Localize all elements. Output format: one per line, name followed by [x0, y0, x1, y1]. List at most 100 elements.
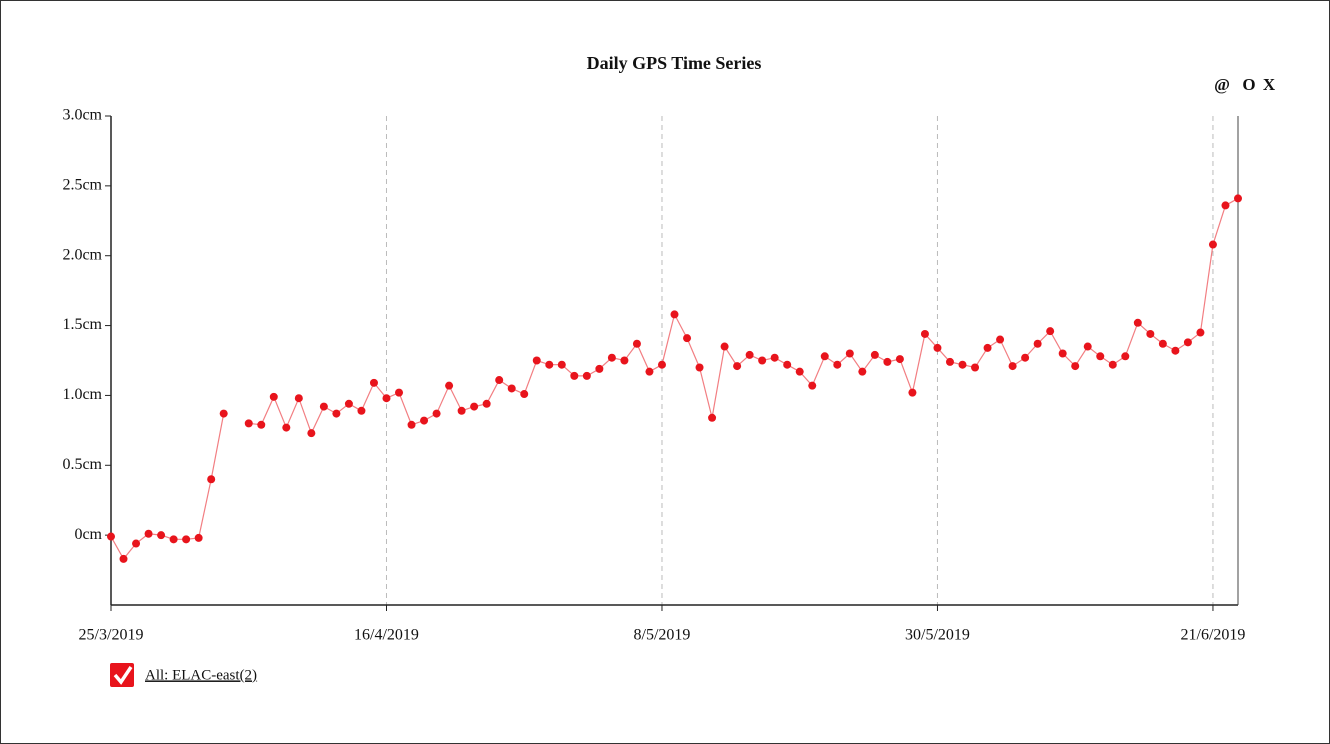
data-point: [758, 356, 767, 365]
x-tick-label: 8/5/2019: [634, 627, 691, 644]
data-point: [294, 394, 303, 403]
data-point: [570, 371, 579, 380]
data-point: [958, 360, 967, 369]
data-point: [808, 381, 817, 390]
data-point: [182, 535, 191, 544]
data-point: [1171, 346, 1180, 355]
data-point: [670, 310, 679, 319]
data-point: [783, 360, 792, 369]
data-point: [708, 413, 717, 422]
data-point: [332, 409, 341, 418]
data-point: [219, 409, 228, 418]
series-line: [110, 413, 225, 560]
data-point: [269, 392, 278, 401]
data-point: [132, 539, 141, 548]
data-point: [883, 357, 892, 366]
data-point: [319, 402, 328, 411]
data-point: [895, 355, 904, 364]
data-point: [207, 475, 216, 484]
data-point: [445, 381, 454, 390]
data-point: [720, 342, 729, 351]
data-point: [1108, 360, 1117, 369]
data-point: [307, 429, 316, 438]
data-point: [582, 371, 591, 380]
data-point: [908, 388, 917, 397]
data-point: [971, 363, 980, 372]
data-point: [1183, 338, 1192, 347]
data-point: [1058, 349, 1067, 358]
data-point: [282, 423, 291, 432]
y-tick-label: 2.5cm: [62, 177, 102, 194]
data-point: [1046, 327, 1055, 336]
data-point: [607, 353, 616, 362]
legend-item[interactable]: All: ELAC-east(2): [110, 663, 257, 687]
data-point: [620, 356, 629, 365]
data-point: [1208, 240, 1217, 249]
data-point: [1121, 352, 1130, 361]
data-point: [996, 335, 1005, 344]
data-point: [632, 339, 641, 348]
data-point: [945, 357, 954, 366]
data-point: [645, 367, 654, 376]
data-point: [507, 384, 516, 393]
data-point: [420, 416, 429, 425]
data-point: [845, 349, 854, 358]
data-point: [858, 367, 867, 376]
data-point: [194, 533, 203, 542]
data-point: [1071, 362, 1080, 371]
data-point: [169, 535, 178, 544]
data-point: [1008, 362, 1017, 371]
data-point: [432, 409, 441, 418]
data-point: [382, 394, 391, 403]
data-point: [1083, 342, 1092, 351]
data-point: [157, 531, 166, 540]
data-point: [820, 352, 829, 361]
data-point: [1096, 352, 1105, 361]
toolbar-icon[interactable]: X: [1263, 75, 1276, 94]
toolbar-icon[interactable]: O: [1242, 75, 1255, 94]
data-point: [532, 356, 541, 365]
data-point: [395, 388, 404, 397]
chart-title: Daily GPS Time Series: [587, 53, 762, 73]
data-point: [695, 363, 704, 372]
x-tick-label: 21/6/2019: [1181, 627, 1246, 644]
data-point: [733, 362, 742, 371]
data-point: [920, 329, 929, 338]
data-point: [244, 419, 253, 428]
data-point: [257, 420, 266, 429]
data-point: [495, 376, 504, 385]
y-tick-label: 0.5cm: [62, 456, 102, 473]
data-point: [683, 334, 692, 343]
data-point: [1196, 328, 1205, 337]
data-point: [520, 390, 529, 399]
data-point: [357, 406, 366, 415]
data-point: [1146, 329, 1155, 338]
x-tick-label: 30/5/2019: [905, 627, 970, 644]
y-tick-label: 0cm: [74, 526, 102, 543]
legend-check: [113, 666, 133, 685]
data-point: [595, 364, 604, 373]
data-point: [119, 554, 128, 563]
data-point: [745, 350, 754, 359]
data-point: [470, 402, 479, 411]
data-point: [1021, 353, 1030, 362]
data-point: [1158, 339, 1167, 348]
data-point: [1033, 339, 1042, 348]
data-point: [833, 360, 842, 369]
y-tick-label: 2.0cm: [62, 246, 102, 263]
data-point: [983, 343, 992, 352]
data-point: [144, 529, 153, 538]
data-point: [344, 399, 353, 408]
data-point: [407, 420, 416, 429]
data-point: [933, 343, 942, 352]
data-point: [482, 399, 491, 408]
data-point: [870, 350, 879, 359]
data-point: [1133, 318, 1142, 327]
toolbar-icon[interactable]: @: [1214, 75, 1230, 94]
data-point: [1234, 194, 1242, 203]
x-tick-label: 16/4/2019: [354, 627, 419, 644]
data-point: [107, 532, 115, 541]
y-tick-label: 3.0cm: [62, 107, 102, 124]
